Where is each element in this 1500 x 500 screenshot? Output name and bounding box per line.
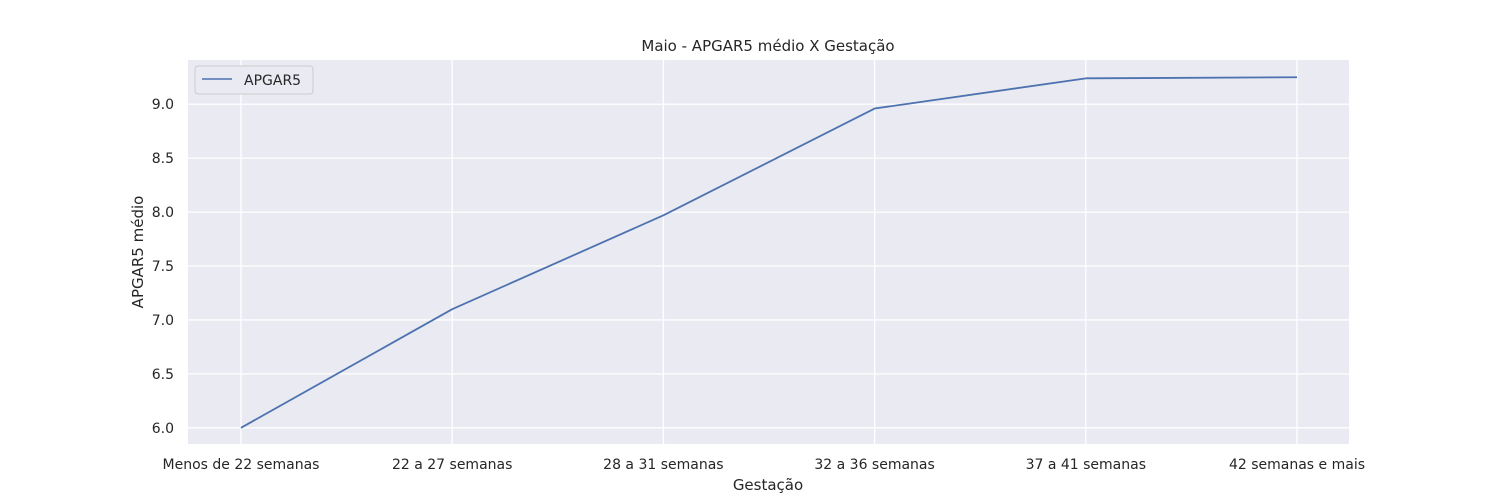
legend: APGAR5 [194, 65, 314, 95]
x-tick-label: 42 semanas e mais [1229, 457, 1365, 473]
y-tick-label: 9.0 [152, 97, 174, 113]
y-tick-label: 7.0 [152, 313, 174, 329]
plot-area [188, 60, 1349, 444]
x-axis-label: Gestação [733, 476, 803, 494]
y-gridlines [188, 103, 1349, 429]
legend-label: APGAR5 [244, 73, 301, 89]
legend-box [194, 65, 314, 95]
y-axis-label: APGAR5 médio [129, 196, 147, 309]
series-layer [240, 76, 1298, 429]
y-tick-label: 6.0 [152, 421, 174, 437]
y-tick-label: 7.5 [152, 259, 174, 275]
y-tick-label: 8.5 [152, 151, 174, 167]
x-tick-label: 28 a 31 semanas [603, 457, 723, 473]
y-tick-labels: 6.0 6.5 7.0 7.5 8.0 8.5 9.0 [152, 97, 174, 437]
x-tick-label: Menos de 22 semanas [163, 457, 320, 473]
y-tick-label: 6.5 [152, 367, 174, 383]
x-tick-label: 37 a 41 semanas [1026, 457, 1146, 473]
y-tick-label: 8.0 [152, 205, 174, 221]
x-gridlines [240, 60, 1298, 444]
chart-title: Maio - APGAR5 médio X Gestação [641, 37, 894, 55]
x-tick-label: 22 a 27 semanas [392, 457, 512, 473]
series-line-apgar5 [240, 76, 1298, 429]
x-tick-labels: Menos de 22 semanas 22 a 27 semanas 28 a 3… [163, 457, 1366, 473]
x-tick-label: 32 a 36 semanas [814, 457, 934, 473]
